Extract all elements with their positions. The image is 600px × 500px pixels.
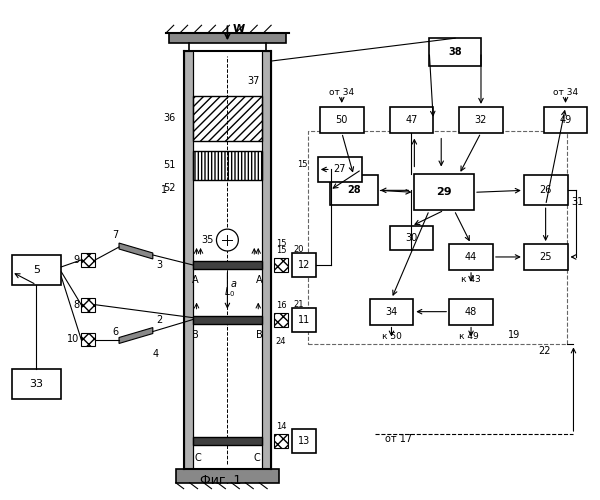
Bar — [292, 429, 316, 453]
Bar — [262, 51, 271, 469]
Bar — [274, 312, 288, 326]
Bar — [81, 298, 95, 312]
Text: 30: 30 — [405, 233, 418, 243]
Bar — [544, 107, 587, 132]
Text: 31: 31 — [571, 198, 584, 207]
Bar — [330, 176, 377, 205]
Text: 28: 28 — [347, 186, 361, 196]
Circle shape — [217, 229, 238, 251]
Text: 32: 32 — [475, 114, 487, 124]
Text: от 34: от 34 — [329, 88, 355, 98]
Bar — [274, 434, 288, 448]
Bar — [449, 244, 493, 270]
Text: к 43: к 43 — [461, 276, 481, 284]
Bar — [193, 261, 262, 269]
Text: Фиг. 1: Фиг. 1 — [200, 474, 241, 487]
Text: 15: 15 — [276, 238, 286, 248]
Text: 26: 26 — [539, 186, 552, 196]
Text: B: B — [256, 330, 263, 340]
Text: A: A — [192, 275, 199, 285]
Bar — [274, 258, 288, 272]
Text: 49: 49 — [559, 114, 572, 124]
Text: 2: 2 — [157, 314, 163, 324]
Text: 12: 12 — [298, 260, 310, 270]
Text: 29: 29 — [436, 188, 452, 198]
Text: 14: 14 — [276, 422, 286, 431]
Text: W: W — [232, 24, 245, 34]
Text: 35: 35 — [201, 235, 214, 245]
Text: от 17: от 17 — [385, 434, 412, 444]
Bar — [81, 253, 95, 267]
Text: 50: 50 — [335, 114, 348, 124]
Text: a: a — [230, 280, 236, 289]
Text: 9: 9 — [73, 255, 79, 265]
Bar — [169, 33, 286, 43]
Bar — [292, 308, 316, 332]
Text: 22: 22 — [539, 346, 551, 356]
Text: 47: 47 — [405, 114, 418, 124]
Text: 15: 15 — [276, 246, 286, 255]
Text: 8: 8 — [73, 300, 79, 310]
Text: 15: 15 — [298, 160, 308, 169]
Text: от 34: от 34 — [553, 88, 578, 98]
Bar — [389, 226, 433, 250]
Text: 25: 25 — [539, 252, 552, 262]
Text: 10: 10 — [67, 334, 79, 344]
Bar — [81, 332, 95, 346]
Text: 44: 44 — [465, 252, 477, 262]
Bar — [415, 174, 474, 210]
Text: 20: 20 — [293, 246, 304, 254]
Text: 51: 51 — [163, 160, 176, 170]
Text: 3: 3 — [157, 260, 163, 270]
Bar — [308, 130, 566, 344]
Bar — [524, 176, 568, 205]
Text: 16: 16 — [276, 300, 286, 310]
Text: $L_0$: $L_0$ — [224, 286, 235, 299]
Bar — [193, 437, 262, 445]
Text: 36: 36 — [163, 113, 176, 123]
Text: 38: 38 — [448, 47, 462, 57]
Text: 11: 11 — [298, 314, 310, 324]
Text: C: C — [254, 453, 260, 463]
Text: 34: 34 — [385, 306, 398, 316]
Text: 37: 37 — [247, 76, 260, 86]
Bar — [318, 156, 362, 182]
Bar — [11, 370, 61, 399]
Text: 33: 33 — [29, 379, 43, 389]
Bar — [193, 96, 262, 140]
Text: 21: 21 — [293, 300, 304, 309]
Text: 13: 13 — [298, 436, 310, 446]
Text: 6: 6 — [112, 326, 118, 336]
Bar — [320, 107, 364, 132]
Text: 48: 48 — [465, 306, 477, 316]
Text: A: A — [256, 275, 263, 285]
Bar — [389, 107, 433, 132]
Bar — [176, 469, 279, 482]
Text: 1: 1 — [161, 186, 167, 196]
Bar — [184, 51, 193, 469]
Text: к 49: к 49 — [459, 332, 479, 341]
Polygon shape — [119, 243, 153, 259]
Text: 19: 19 — [508, 330, 520, 340]
Text: к 50: к 50 — [382, 332, 401, 341]
Bar — [449, 298, 493, 324]
Bar — [429, 38, 481, 66]
Text: 24: 24 — [276, 337, 286, 346]
Text: 4: 4 — [153, 350, 159, 360]
Text: 27: 27 — [334, 164, 346, 174]
Bar — [292, 253, 316, 277]
Bar — [193, 150, 262, 180]
Text: B: B — [192, 330, 199, 340]
Bar — [370, 298, 413, 324]
Text: C: C — [194, 453, 201, 463]
Bar — [524, 244, 568, 270]
Bar — [193, 316, 262, 324]
Text: 5: 5 — [33, 265, 40, 275]
Text: 7: 7 — [112, 230, 118, 240]
Text: 52: 52 — [163, 184, 176, 194]
Bar — [11, 255, 61, 285]
Bar — [459, 107, 503, 132]
Polygon shape — [119, 328, 153, 344]
